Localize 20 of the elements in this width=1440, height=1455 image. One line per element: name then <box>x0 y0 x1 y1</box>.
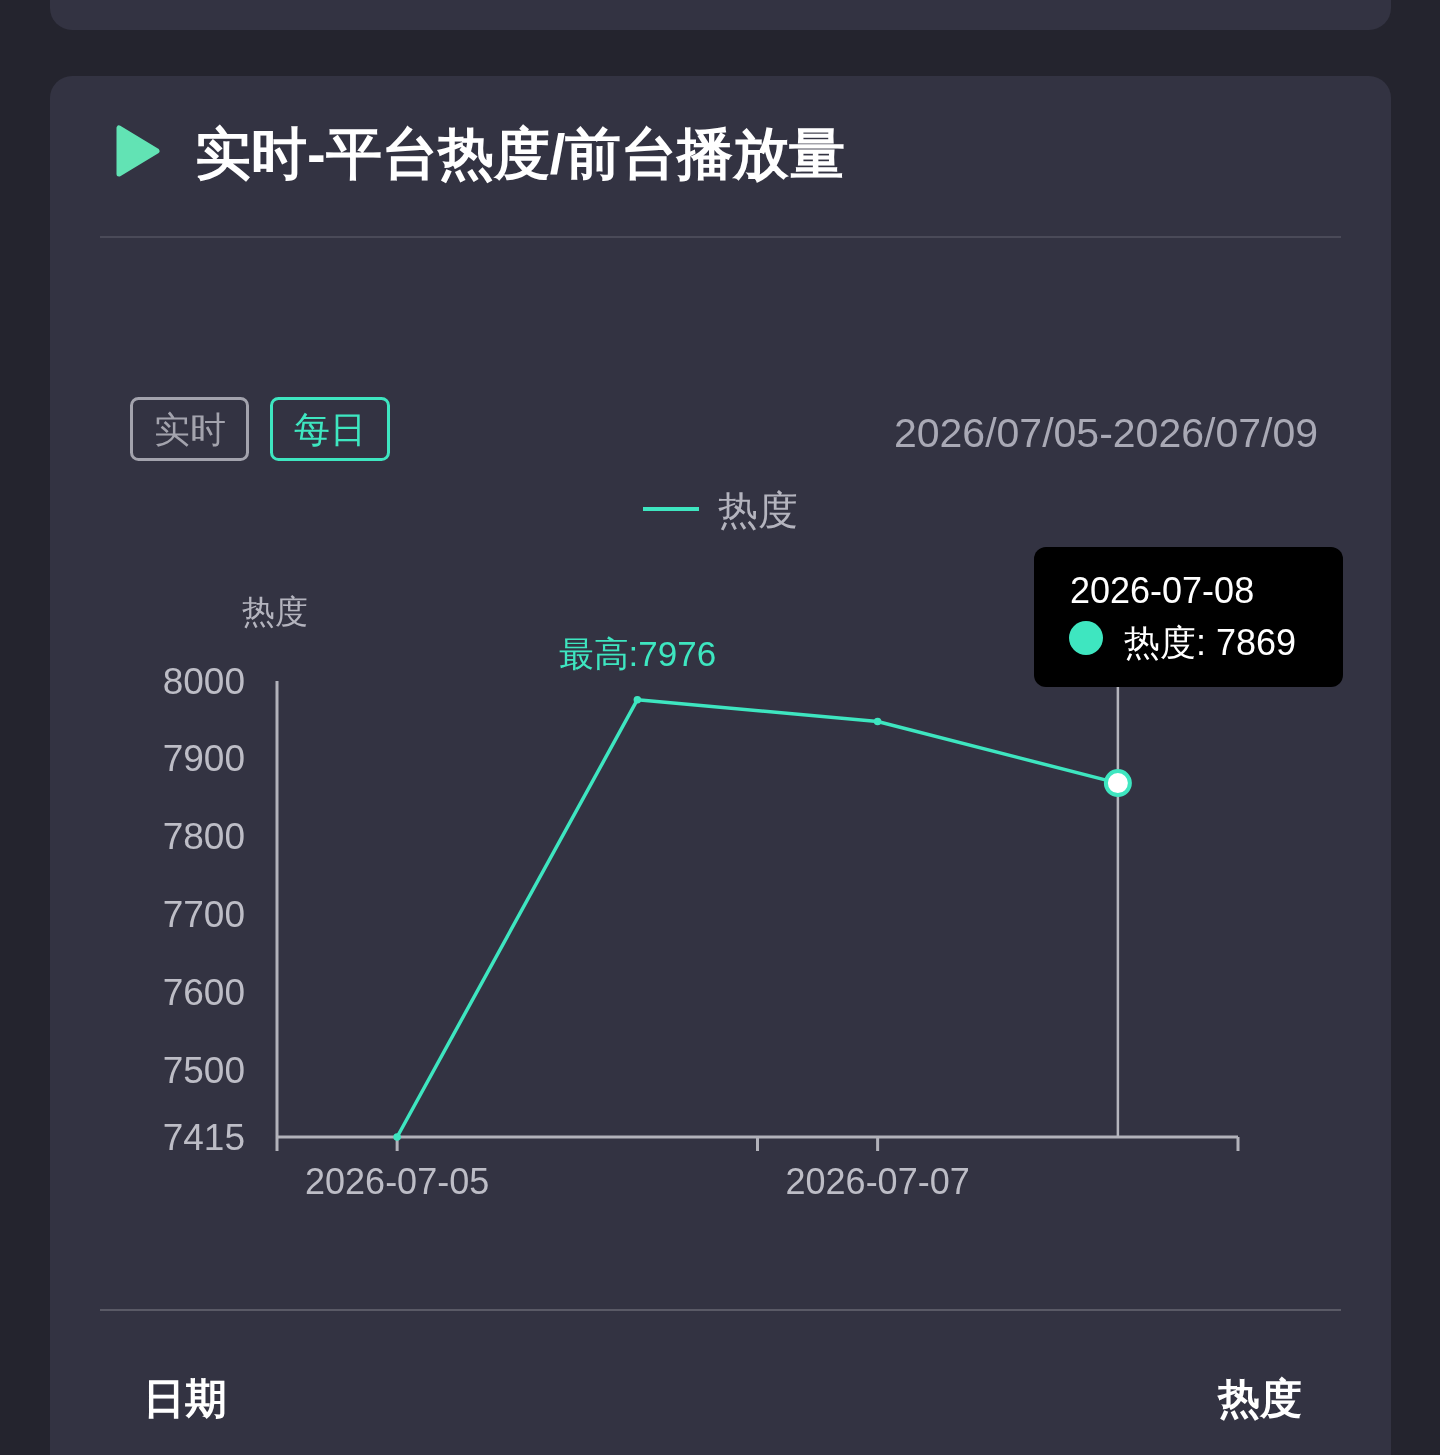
y-axis-title: 热度 <box>242 593 308 630</box>
annotation: 2026-07-08 <box>1070 570 1255 611</box>
y-tick-label: 7700 <box>162 894 245 936</box>
y-tick-label: 7800 <box>162 816 245 858</box>
legend-label: 热度 <box>718 488 798 532</box>
title: 实时-平台热度/前台播放量 <box>195 122 846 185</box>
button: 实时 <box>130 397 249 461</box>
y-tick-label: 7500 <box>162 1050 245 1092</box>
subtitle: 2026/07/05-2026/07/09 <box>893 410 1318 456</box>
y-tick-label: 7900 <box>162 738 245 780</box>
x-tick-label: 2026-07-05 <box>305 1161 490 1202</box>
annotation: 热度 <box>1218 1375 1302 1422</box>
annotation: 热度: 7869 <box>1124 622 1297 663</box>
button: 每日 <box>270 397 390 461</box>
x-tick-label: 2026-07-07 <box>785 1161 970 1202</box>
annotation: 最高:7976 <box>558 633 717 673</box>
y-tick-label: 7600 <box>162 972 245 1014</box>
y-tick-label: 8000 <box>162 660 245 702</box>
y-tick-label: 7415 <box>162 1116 245 1158</box>
annotation: 日期 <box>143 1375 227 1422</box>
